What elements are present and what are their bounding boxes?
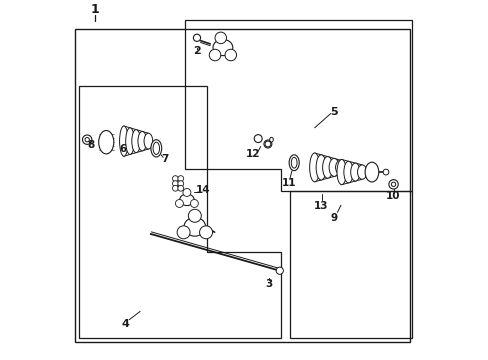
Circle shape (209, 49, 221, 61)
Circle shape (190, 199, 198, 207)
Ellipse shape (138, 131, 146, 151)
Circle shape (178, 176, 183, 181)
Circle shape (172, 176, 178, 181)
Circle shape (188, 209, 201, 222)
Ellipse shape (151, 140, 162, 157)
Circle shape (172, 185, 178, 191)
Ellipse shape (309, 153, 319, 182)
Ellipse shape (144, 133, 152, 149)
Ellipse shape (213, 40, 232, 56)
Ellipse shape (322, 157, 332, 178)
Circle shape (193, 34, 200, 41)
Ellipse shape (99, 131, 114, 154)
Circle shape (178, 181, 183, 186)
Ellipse shape (153, 142, 159, 154)
Ellipse shape (269, 138, 273, 142)
Text: 11: 11 (282, 178, 296, 188)
Text: 12: 12 (246, 149, 260, 159)
Circle shape (224, 49, 236, 61)
Ellipse shape (328, 158, 339, 176)
Ellipse shape (316, 155, 325, 180)
Circle shape (390, 182, 395, 186)
Text: 7: 7 (161, 154, 168, 164)
Ellipse shape (335, 160, 345, 175)
Ellipse shape (343, 161, 352, 183)
Bar (75, 29, 409, 342)
Text: 2: 2 (193, 46, 201, 56)
Ellipse shape (288, 155, 299, 171)
Text: 6: 6 (119, 144, 126, 154)
Circle shape (172, 181, 178, 186)
Circle shape (264, 141, 270, 147)
Text: 8: 8 (88, 140, 95, 150)
Circle shape (382, 169, 388, 175)
Ellipse shape (291, 157, 296, 168)
Ellipse shape (357, 165, 366, 179)
Text: 1: 1 (91, 3, 99, 15)
Text: 10: 10 (386, 191, 400, 201)
Ellipse shape (179, 194, 194, 206)
Ellipse shape (120, 126, 128, 156)
Circle shape (276, 267, 283, 274)
Text: 14: 14 (195, 185, 210, 195)
Circle shape (388, 180, 397, 189)
Text: 4: 4 (122, 319, 129, 329)
Circle shape (215, 32, 226, 44)
Circle shape (177, 226, 190, 239)
Circle shape (199, 226, 212, 239)
Circle shape (254, 135, 262, 143)
Ellipse shape (125, 128, 134, 154)
Circle shape (85, 138, 89, 142)
Text: 3: 3 (265, 279, 272, 289)
Text: 13: 13 (314, 201, 328, 211)
Circle shape (183, 189, 190, 197)
Text: 9: 9 (329, 213, 337, 223)
Circle shape (175, 199, 183, 207)
Ellipse shape (350, 163, 359, 181)
Ellipse shape (183, 217, 205, 236)
Circle shape (178, 185, 183, 191)
Text: 5: 5 (330, 107, 338, 117)
Ellipse shape (132, 130, 140, 153)
Ellipse shape (264, 140, 271, 148)
Circle shape (82, 135, 92, 144)
Ellipse shape (336, 159, 346, 185)
Ellipse shape (365, 162, 378, 182)
